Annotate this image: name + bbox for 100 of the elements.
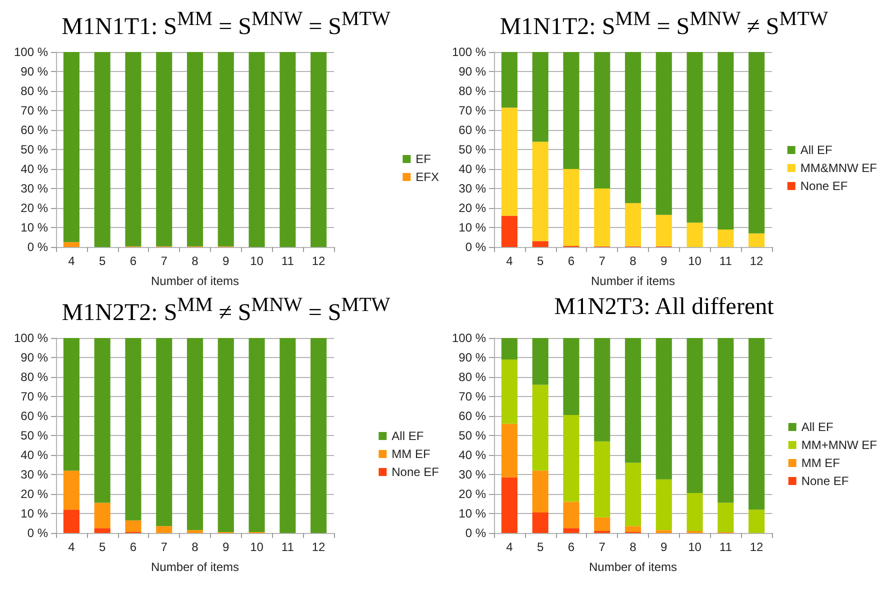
x-tick-label: 5 — [98, 254, 106, 268]
bar — [624, 203, 642, 246]
bar — [656, 479, 672, 530]
x-tick-label: 7 — [160, 254, 168, 268]
x-axis-title: Number of items — [150, 560, 240, 574]
x-tick-label: 7 — [598, 254, 606, 268]
x-tick-label: 4 — [68, 254, 76, 268]
bar — [594, 188, 610, 246]
x-tick-label: 9 — [222, 254, 230, 268]
y-tick-label: 90 % — [458, 350, 486, 364]
bar — [501, 216, 518, 247]
bar — [686, 493, 703, 532]
y-tick-label: 30 % — [20, 182, 48, 196]
bar — [94, 52, 110, 247]
bar — [748, 52, 765, 234]
bar — [624, 52, 642, 204]
y-tick-label: 50 % — [458, 428, 486, 442]
bar — [125, 338, 142, 520]
bar — [94, 338, 110, 503]
x-tick-label: 6 — [130, 540, 137, 554]
x-axis-title: Number of items — [150, 274, 240, 288]
bar — [186, 530, 204, 533]
y-tick-label: 70 % — [458, 390, 486, 404]
bar — [563, 169, 580, 246]
bar — [156, 526, 172, 533]
bar — [532, 512, 548, 533]
y-tick-label: 80 % — [20, 84, 48, 98]
bar — [624, 462, 642, 526]
y-tick-label: 10 % — [458, 506, 486, 520]
bar — [63, 242, 80, 247]
y-tick-label: 10 % — [458, 220, 486, 234]
bar — [748, 233, 765, 247]
bar — [532, 52, 548, 142]
legend-label: MM EF — [801, 456, 840, 470]
bar — [594, 52, 610, 188]
y-tick-label: 20 % — [458, 201, 486, 215]
bar — [624, 338, 642, 463]
bar — [563, 415, 580, 502]
x-tick-label: 11 — [719, 540, 732, 554]
y-tick-label: 40 % — [20, 448, 48, 462]
x-tick-label: 7 — [598, 540, 606, 554]
x-tick-label: 12 — [312, 540, 326, 554]
bar — [748, 510, 765, 533]
bar — [63, 510, 80, 533]
y-tick-label: 80 % — [20, 370, 48, 384]
y-tick-label: 100 % — [452, 45, 486, 59]
y-tick-label: 70 % — [458, 104, 486, 118]
x-tick-label: 10 — [688, 254, 702, 268]
y-tick-label: 20 % — [20, 487, 48, 501]
x-tick-label: 9 — [660, 540, 668, 554]
x-tick-label: 8 — [192, 254, 199, 268]
y-tick-label: 100 % — [452, 331, 486, 345]
chart-title: M1N2T2: S$^{MM}$ ≠ S$^{MNW}$ = S$^{MTW}$ — [60, 294, 392, 328]
x-tick-label: 5 — [98, 540, 106, 554]
bar — [563, 502, 580, 528]
legend-label: All EF — [801, 420, 834, 434]
x-tick-label: 6 — [568, 540, 575, 554]
x-tick-label: 11 — [281, 254, 294, 268]
y-tick-label: 30 % — [458, 182, 486, 196]
bar — [686, 222, 703, 247]
y-tick-label: 20 % — [458, 487, 486, 501]
y-tick-label: 90 % — [20, 350, 48, 364]
bar — [563, 52, 580, 169]
bar — [280, 52, 296, 247]
bar — [94, 502, 110, 528]
bar — [686, 52, 703, 223]
bar — [501, 108, 518, 216]
bar — [501, 359, 518, 424]
y-tick-label: 10 % — [20, 220, 48, 234]
bar — [594, 441, 610, 518]
bar — [718, 52, 734, 230]
x-tick-label: 8 — [630, 254, 637, 268]
bar — [156, 338, 172, 526]
x-axis-title: Number of items — [588, 560, 678, 574]
y-tick-label: 70 % — [20, 104, 48, 118]
y-tick-label: 60 % — [20, 409, 48, 423]
x-tick-label: 10 — [688, 540, 702, 554]
x-tick-label: 11 — [281, 540, 294, 554]
y-tick-label: 30 % — [20, 468, 48, 482]
y-tick-label: 50 % — [20, 142, 48, 156]
y-tick-label: 10 % — [20, 506, 48, 520]
bar — [310, 338, 327, 533]
y-tick-label: 0 % — [465, 240, 486, 254]
x-tick-label: 4 — [68, 540, 76, 554]
legend-label: EFX — [416, 170, 440, 184]
y-tick-label: 50 % — [458, 142, 486, 156]
x-tick-label: 10 — [250, 254, 264, 268]
bar — [718, 338, 734, 503]
y-tick-label: 90 % — [20, 64, 48, 78]
legend-label: EF — [416, 152, 432, 166]
x-tick-label: 10 — [250, 540, 264, 554]
x-tick-label: 8 — [630, 540, 637, 554]
bar — [248, 338, 265, 532]
y-tick-label: 40 % — [458, 448, 486, 462]
bar — [186, 52, 204, 246]
y-tick-label: 0 % — [465, 526, 486, 540]
x-tick-label: 6 — [568, 254, 575, 268]
bar — [563, 528, 580, 533]
y-tick-label: 40 % — [458, 162, 486, 176]
bar — [718, 229, 734, 247]
